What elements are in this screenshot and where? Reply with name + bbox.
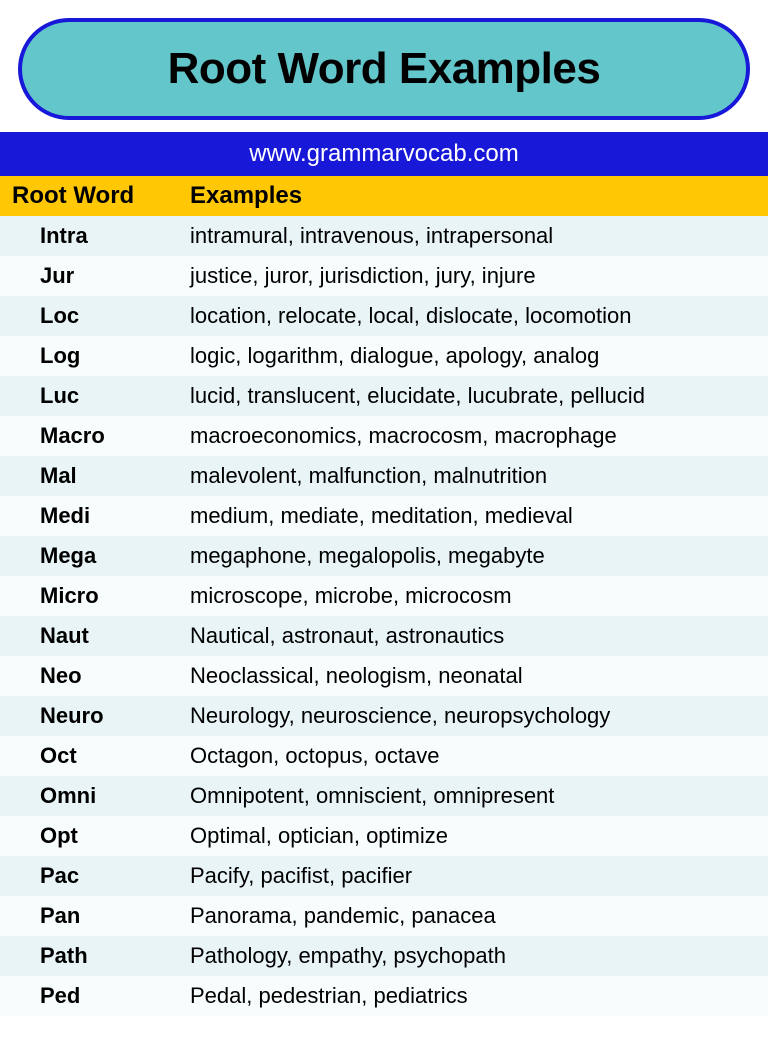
table-row: Jurjustice, juror, jurisdiction, jury, i… <box>0 256 768 296</box>
examples-cell: Neurology, neuroscience, neuropsychology <box>190 703 768 729</box>
root-word-cell: Neuro <box>0 703 190 729</box>
table-row: PedPedal, pedestrian, pediatrics <box>0 976 768 1016</box>
header-examples: Examples <box>190 182 768 210</box>
root-word-cell: Ped <box>0 983 190 1009</box>
root-word-cell: Log <box>0 343 190 369</box>
examples-cell: Panorama, pandemic, panacea <box>190 903 768 929</box>
table-row: Medimedium, mediate, meditation, medieva… <box>0 496 768 536</box>
examples-cell: malevolent, malfunction, malnutrition <box>190 463 768 489</box>
table-row: Loclocation, relocate, local, dislocate,… <box>0 296 768 336</box>
examples-cell: microscope, microbe, microcosm <box>190 583 768 609</box>
root-word-cell: Path <box>0 943 190 969</box>
root-word-cell: Medi <box>0 503 190 529</box>
root-word-cell: Macro <box>0 423 190 449</box>
root-word-cell: Omni <box>0 783 190 809</box>
examples-cell: justice, juror, jurisdiction, jury, inju… <box>190 263 768 289</box>
root-word-cell: Luc <box>0 383 190 409</box>
root-word-cell: Jur <box>0 263 190 289</box>
table-body: Intraintramural, intravenous, intraperso… <box>0 216 768 1016</box>
examples-cell: medium, mediate, meditation, medieval <box>190 503 768 529</box>
table-row: NautNautical, astronaut, astronautics <box>0 616 768 656</box>
table-row: NeoNeoclassical, neologism, neonatal <box>0 656 768 696</box>
root-word-cell: Micro <box>0 583 190 609</box>
url-bar: www.grammarvocab.com <box>0 132 768 176</box>
table-row: Intraintramural, intravenous, intraperso… <box>0 216 768 256</box>
root-word-cell: Loc <box>0 303 190 329</box>
examples-cell: Nautical, astronaut, astronautics <box>190 623 768 649</box>
page-title: Root Word Examples <box>72 44 696 94</box>
root-word-cell: Opt <box>0 823 190 849</box>
table-row: Micromicroscope, microbe, microcosm <box>0 576 768 616</box>
examples-cell: location, relocate, local, dislocate, lo… <box>190 303 768 329</box>
root-word-cell: Mal <box>0 463 190 489</box>
table-row: Luclucid, translucent, elucidate, lucubr… <box>0 376 768 416</box>
table-row: Malmalevolent, malfunction, malnutrition <box>0 456 768 496</box>
examples-cell: Pedal, pedestrian, pediatrics <box>190 983 768 1009</box>
table-row: Loglogic, logarithm, dialogue, apology, … <box>0 336 768 376</box>
root-word-cell: Naut <box>0 623 190 649</box>
root-word-cell: Mega <box>0 543 190 569</box>
title-pill: Root Word Examples <box>18 18 750 120</box>
examples-cell: macroeconomics, macrocosm, macrophage <box>190 423 768 449</box>
root-word-cell: Pan <box>0 903 190 929</box>
table-row: Megamegaphone, megalopolis, megabyte <box>0 536 768 576</box>
examples-cell: Pathology, empathy, psychopath <box>190 943 768 969</box>
examples-cell: megaphone, megalopolis, megabyte <box>190 543 768 569</box>
table-row: PathPathology, empathy, psychopath <box>0 936 768 976</box>
table-header: Root Word Examples <box>0 176 768 216</box>
examples-cell: Omnipotent, omniscient, omnipresent <box>190 783 768 809</box>
examples-cell: intramural, intravenous, intrapersonal <box>190 223 768 249</box>
examples-cell: Pacify, pacifist, pacifier <box>190 863 768 889</box>
table-row: Macromacroeconomics, macrocosm, macropha… <box>0 416 768 456</box>
root-word-cell: Neo <box>0 663 190 689</box>
title-container: Root Word Examples <box>0 0 768 132</box>
table-row: NeuroNeurology, neuroscience, neuropsych… <box>0 696 768 736</box>
table-row: OmniOmnipotent, omniscient, omnipresent <box>0 776 768 816</box>
examples-cell: lucid, translucent, elucidate, lucubrate… <box>190 383 768 409</box>
table-row: PacPacify, pacifist, pacifier <box>0 856 768 896</box>
table-row: PanPanorama, pandemic, panacea <box>0 896 768 936</box>
header-root-word: Root Word <box>0 182 190 210</box>
root-word-cell: Intra <box>0 223 190 249</box>
examples-cell: Neoclassical, neologism, neonatal <box>190 663 768 689</box>
examples-cell: Optimal, optician, optimize <box>190 823 768 849</box>
table-row: OctOctagon, octopus, octave <box>0 736 768 776</box>
table-row: OptOptimal, optician, optimize <box>0 816 768 856</box>
root-word-cell: Pac <box>0 863 190 889</box>
examples-cell: Octagon, octopus, octave <box>190 743 768 769</box>
root-word-cell: Oct <box>0 743 190 769</box>
examples-cell: logic, logarithm, dialogue, apology, ana… <box>190 343 768 369</box>
